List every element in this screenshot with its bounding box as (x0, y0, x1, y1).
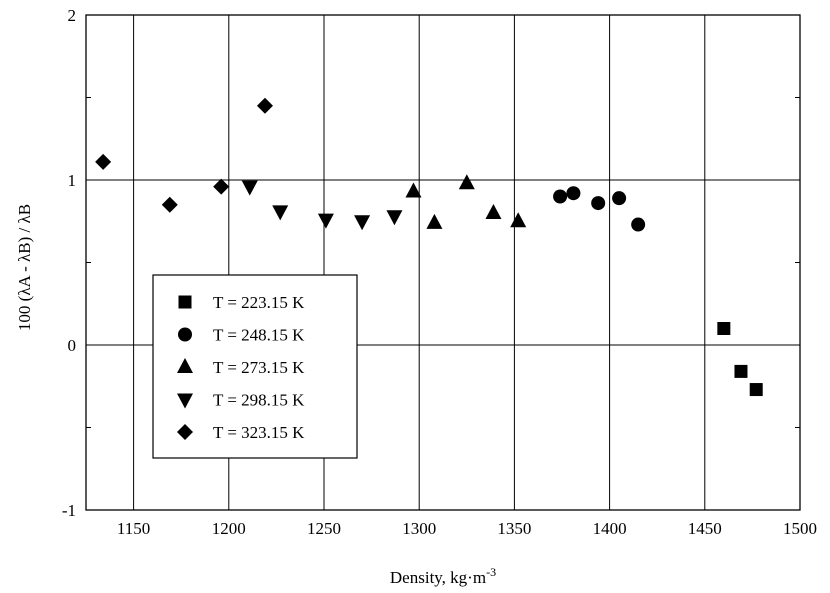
series-triangle-up (405, 174, 527, 229)
legend-item: T = 248.15 K (178, 326, 305, 345)
y-axis-title: 100 (λA - λB) / λB (15, 204, 34, 331)
data-point-diamond (95, 153, 112, 170)
y-tick-label: -1 (62, 501, 76, 520)
x-axis-title: Density, kg·m-3 (390, 565, 496, 587)
legend-marker-triangle-up (177, 358, 193, 373)
data-point-circle (612, 191, 627, 206)
legend-item: T = 273.15 K (177, 358, 305, 377)
x-tick-label: 1400 (593, 519, 627, 538)
x-tick-label: 1450 (688, 519, 722, 538)
y-axis-tick-labels: -1 0 1 2 (62, 6, 76, 520)
legend-label: T = 273.15 K (213, 358, 305, 377)
data-point-circle (591, 196, 606, 211)
x-axis-title-superscript: -3 (486, 565, 496, 579)
x-tick-label: 1200 (212, 519, 246, 538)
data-points (95, 97, 763, 397)
data-point-triangle-down (386, 210, 403, 226)
legend-marker-diamond (177, 424, 193, 440)
series-triangle-down (241, 180, 403, 231)
data-point-triangle-down (317, 213, 334, 229)
x-tick-label: 1150 (117, 519, 150, 538)
legend-label: T = 223.15 K (213, 293, 305, 312)
legend-label: T = 323.15 K (213, 423, 305, 442)
data-point-triangle-up (458, 174, 475, 190)
legend-item: T = 223.15 K (178, 293, 305, 312)
x-tick-label: 1300 (402, 519, 436, 538)
plot-area-frame (85, 14, 801, 511)
legend-marker-triangle-down (177, 393, 193, 409)
data-point-square (734, 364, 748, 378)
legend: T = 223.15 K T = 248.15 K T = 273.15 K T = … (152, 274, 358, 459)
data-point-square (717, 322, 731, 335)
x-tick-label: 1500 (783, 519, 817, 538)
x-axis-tick-labels: 1150 1200 1250 1300 1350 1400 1450 1500 (117, 519, 817, 538)
y-tick-label: 0 (68, 336, 77, 355)
series-circle (553, 186, 646, 232)
data-point-circle (566, 186, 581, 201)
data-point-triangle-down (241, 180, 258, 196)
data-point-circle (631, 217, 646, 232)
legend-marker-square (178, 295, 192, 309)
data-point-triangle-up (510, 212, 527, 228)
data-point-square (749, 383, 763, 397)
legend-marker-circle (178, 327, 192, 342)
data-point-triangle-down (272, 205, 289, 221)
x-tick-label: 1250 (307, 519, 341, 538)
series-square (717, 322, 763, 397)
gridlines (86, 15, 800, 510)
legend-label: T = 248.15 K (213, 326, 305, 345)
data-point-triangle-up (405, 182, 422, 198)
data-point-diamond (256, 97, 273, 114)
legend-item: T = 323.15 K (177, 423, 305, 442)
data-point-triangle-up (485, 204, 502, 219)
data-point-triangle-up (426, 213, 443, 229)
series-diamond (95, 97, 273, 213)
data-point-diamond (161, 196, 178, 213)
data-point-triangle-down (354, 215, 371, 231)
x-tick-label: 1350 (497, 519, 531, 538)
data-point-diamond (213, 178, 230, 195)
legend-item: T = 298.15 K (177, 391, 305, 410)
y-tick-label: 1 (68, 171, 77, 190)
x-axis-title-main: Density, kg·m (390, 568, 486, 587)
legend-label: T = 298.15 K (213, 391, 305, 410)
minor-ticks (86, 97, 800, 428)
y-tick-label: 2 (68, 6, 77, 25)
data-point-circle (553, 189, 568, 204)
